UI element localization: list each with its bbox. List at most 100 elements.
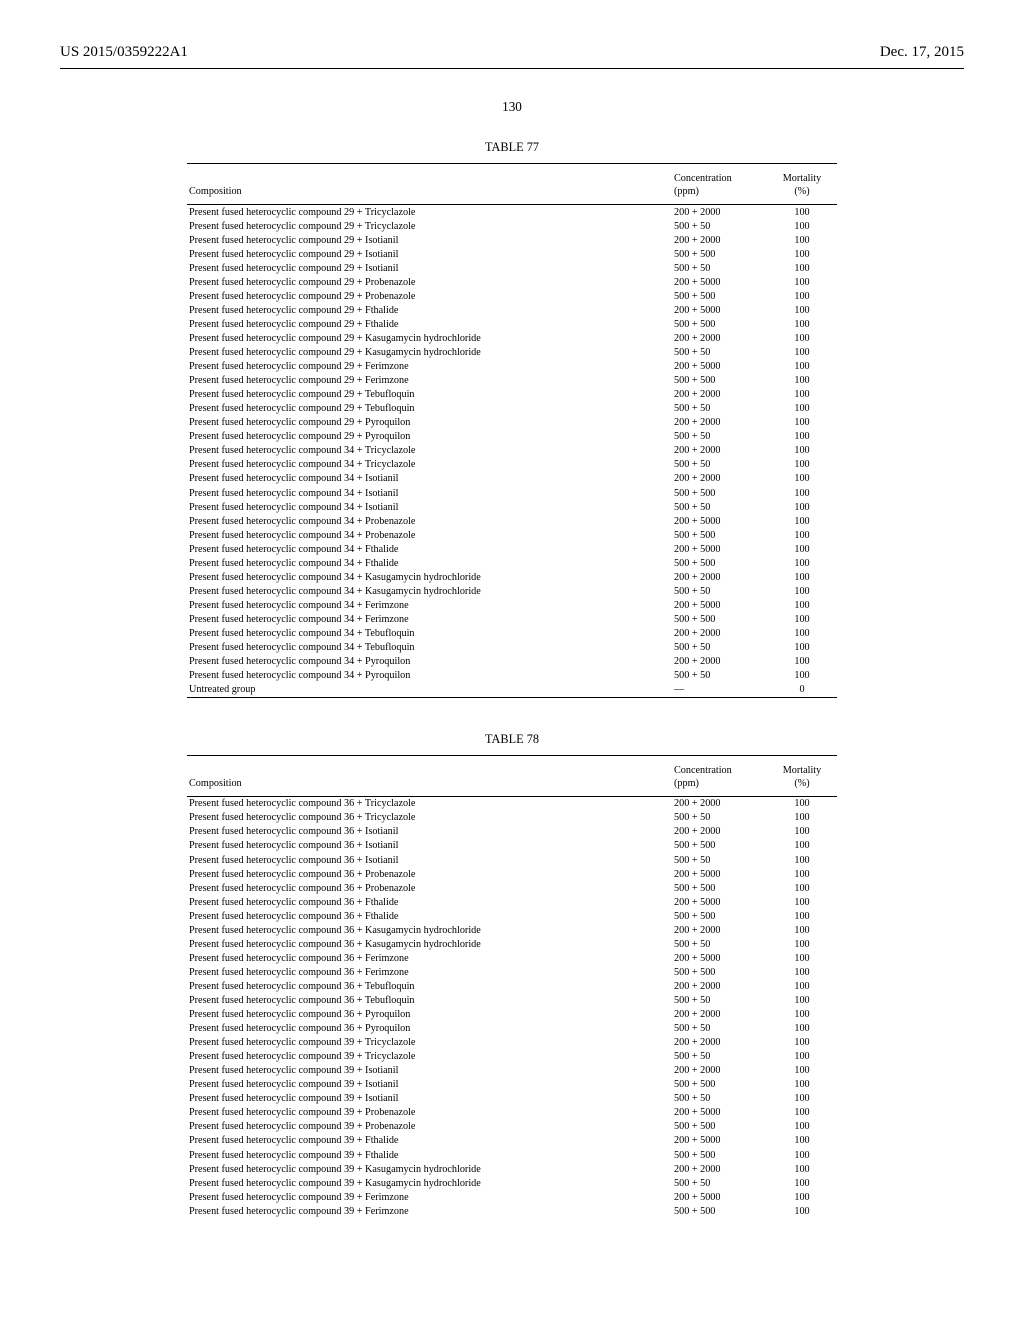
- table-cell: 100: [767, 1064, 837, 1078]
- table-cell: 100: [767, 641, 837, 655]
- table-cell: 500 + 500: [672, 839, 767, 853]
- table-cell: 100: [767, 881, 837, 895]
- table-cell: 200 + 5000: [672, 514, 767, 528]
- table-cell: 200 + 2000: [672, 205, 767, 219]
- table-cell: 500 + 50: [672, 402, 767, 416]
- table-row: Present fused heterocyclic compound 34 +…: [187, 458, 837, 472]
- table-cell: Present fused heterocyclic compound 36 +…: [187, 909, 672, 923]
- table-cell: 200 + 2000: [672, 627, 767, 641]
- table-row: Present fused heterocyclic compound 29 +…: [187, 388, 837, 402]
- table-cell: 100: [767, 472, 837, 486]
- table-cell: Present fused heterocyclic compound 34 +…: [187, 528, 672, 542]
- table-cell: 500 + 50: [672, 430, 767, 444]
- table-cell: 200 + 2000: [672, 444, 767, 458]
- table-cell: 200 + 2000: [672, 655, 767, 669]
- table-row: Present fused heterocyclic compound 36 +…: [187, 993, 837, 1007]
- table-cell: 500 + 50: [672, 346, 767, 360]
- table-row: Present fused heterocyclic compound 29 +…: [187, 261, 837, 275]
- table-cell: Present fused heterocyclic compound 34 +…: [187, 500, 672, 514]
- table-row: Present fused heterocyclic compound 29 +…: [187, 332, 837, 346]
- table-cell: 100: [767, 1176, 837, 1190]
- table-cell: 100: [767, 811, 837, 825]
- table-row: Present fused heterocyclic compound 36 +…: [187, 1008, 837, 1022]
- table-cell: 100: [767, 317, 837, 331]
- table-cell: 100: [767, 205, 837, 219]
- table-row: Present fused heterocyclic compound 36 +…: [187, 881, 837, 895]
- table-cell: Present fused heterocyclic compound 36 +…: [187, 979, 672, 993]
- table-cell: 500 + 500: [672, 612, 767, 626]
- table-cell: 100: [767, 1008, 837, 1022]
- table-cell: Present fused heterocyclic compound 34 +…: [187, 669, 672, 683]
- table-cell: 500 + 500: [672, 556, 767, 570]
- table-cell: 100: [767, 303, 837, 317]
- table-cell: 100: [767, 1120, 837, 1134]
- table-row: Present fused heterocyclic compound 34 +…: [187, 598, 837, 612]
- table-cell: Present fused heterocyclic compound 36 +…: [187, 993, 672, 1007]
- table-cell: Present fused heterocyclic compound 34 +…: [187, 612, 672, 626]
- table-cell: Present fused heterocyclic compound 36 +…: [187, 839, 672, 853]
- data-table: CompositionConcentration (ppm)Mortality …: [187, 755, 837, 1219]
- table-row: Present fused heterocyclic compound 39 +…: [187, 1148, 837, 1162]
- column-header: Mortality (%): [767, 755, 837, 796]
- table-row: Present fused heterocyclic compound 39 +…: [187, 1176, 837, 1190]
- table-row: Present fused heterocyclic compound 34 +…: [187, 444, 837, 458]
- table-row: Present fused heterocyclic compound 36 +…: [187, 951, 837, 965]
- table-cell: —: [672, 683, 767, 698]
- table-row: Present fused heterocyclic compound 29 +…: [187, 346, 837, 360]
- table-cell: 100: [767, 247, 837, 261]
- table-row: Present fused heterocyclic compound 39 +…: [187, 1190, 837, 1204]
- table-cell: 500 + 50: [672, 853, 767, 867]
- table-row: Present fused heterocyclic compound 39 +…: [187, 1120, 837, 1134]
- table-cell: 500 + 50: [672, 669, 767, 683]
- table-cell: 100: [767, 542, 837, 556]
- table-row: Present fused heterocyclic compound 36 +…: [187, 923, 837, 937]
- table-cell: 100: [767, 797, 837, 811]
- table-row: Present fused heterocyclic compound 39 +…: [187, 1106, 837, 1120]
- table-cell: Present fused heterocyclic compound 36 +…: [187, 1008, 672, 1022]
- table-wrap: TABLE 78CompositionConcentration (ppm)Mo…: [187, 732, 837, 1219]
- table-cell: 100: [767, 1106, 837, 1120]
- table-cell: Present fused heterocyclic compound 34 +…: [187, 444, 672, 458]
- table-cell: 100: [767, 853, 837, 867]
- data-table: CompositionConcentration (ppm)Mortality …: [187, 163, 837, 698]
- table-cell: Present fused heterocyclic compound 34 +…: [187, 627, 672, 641]
- table-cell: 100: [767, 500, 837, 514]
- table-cell: 100: [767, 1190, 837, 1204]
- pub-date: Dec. 17, 2015: [880, 44, 964, 61]
- table-cell: 100: [767, 275, 837, 289]
- table-cell: Present fused heterocyclic compound 39 +…: [187, 1204, 672, 1218]
- table-cell: 200 + 2000: [672, 1162, 767, 1176]
- table-cell: 500 + 500: [672, 1148, 767, 1162]
- table-row: Present fused heterocyclic compound 34 +…: [187, 500, 837, 514]
- table-cell: Present fused heterocyclic compound 34 +…: [187, 598, 672, 612]
- table-cell: 200 + 2000: [672, 825, 767, 839]
- table-cell: 500 + 500: [672, 317, 767, 331]
- table-cell: 200 + 2000: [672, 1064, 767, 1078]
- table-cell: 200 + 2000: [672, 797, 767, 811]
- table-row: Present fused heterocyclic compound 29 +…: [187, 219, 837, 233]
- table-cell: Present fused heterocyclic compound 29 +…: [187, 303, 672, 317]
- table-cell: 100: [767, 233, 837, 247]
- column-header: Composition: [187, 164, 672, 205]
- table-cell: 500 + 50: [672, 1092, 767, 1106]
- table-cell: Present fused heterocyclic compound 29 +…: [187, 219, 672, 233]
- table-cell: Present fused heterocyclic compound 34 +…: [187, 542, 672, 556]
- table-cell: Present fused heterocyclic compound 29 +…: [187, 374, 672, 388]
- table-cell: 100: [767, 655, 837, 669]
- table-cell: Present fused heterocyclic compound 36 +…: [187, 923, 672, 937]
- column-header: Concentration (ppm): [672, 164, 767, 205]
- pub-number: US 2015/0359222A1: [60, 44, 188, 61]
- table-cell: Present fused heterocyclic compound 34 +…: [187, 655, 672, 669]
- table-row: Present fused heterocyclic compound 34 +…: [187, 570, 837, 584]
- table-cell: 100: [767, 612, 837, 626]
- table-row: Present fused heterocyclic compound 36 +…: [187, 853, 837, 867]
- table-row: Present fused heterocyclic compound 36 +…: [187, 965, 837, 979]
- table-cell: 100: [767, 867, 837, 881]
- table-cell: 200 + 5000: [672, 303, 767, 317]
- table-cell: 200 + 5000: [672, 951, 767, 965]
- table-cell: Present fused heterocyclic compound 39 +…: [187, 1106, 672, 1120]
- table-cell: Present fused heterocyclic compound 34 +…: [187, 486, 672, 500]
- table-row: Present fused heterocyclic compound 29 +…: [187, 275, 837, 289]
- table-cell: 200 + 2000: [672, 923, 767, 937]
- table-cell: Present fused heterocyclic compound 39 +…: [187, 1036, 672, 1050]
